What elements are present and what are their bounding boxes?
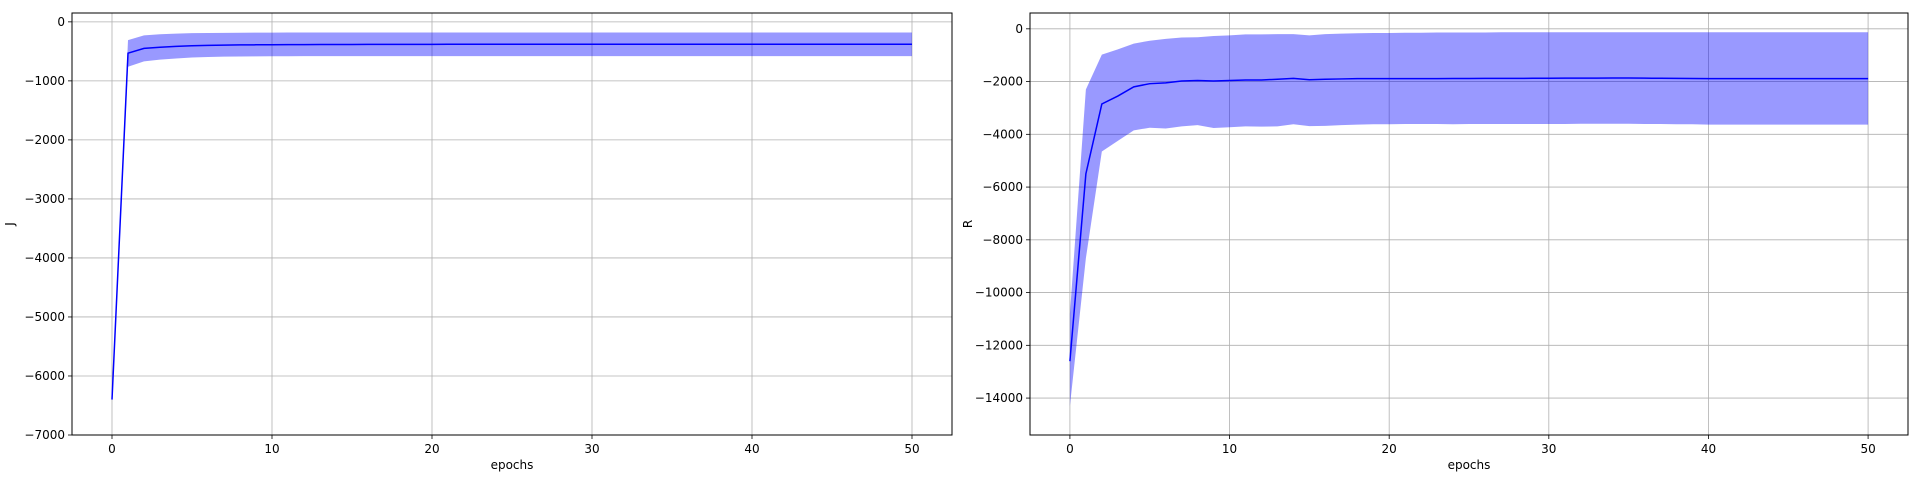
y-axis-label: R: [961, 220, 975, 228]
x-tick-label: 10: [1222, 442, 1237, 456]
series-line-mean: [1069, 77, 1869, 362]
plot-r-vs-epochs: 0 10 20 30 40 50 0 −2000 −4000 −6000 −8000 −10000 −1…: [961, 12, 1909, 472]
y-tick-label: −6000: [982, 180, 1023, 194]
std-band: [112, 32, 912, 400]
y-tick-label: 0: [1015, 22, 1023, 36]
y-tick-label: −10000: [975, 286, 1023, 300]
plot-j-vs-epochs: 0 10 20 30 40 50 0 −1000 −2000 −3000 −4000 −5000 −60…: [3, 12, 953, 472]
x-tick-label: 20: [424, 442, 439, 456]
axes-frame: [1029, 12, 1909, 436]
y-tick-label: −2000: [24, 133, 65, 147]
x-tick-label: 30: [584, 442, 599, 456]
y-tick-label: −4000: [24, 251, 65, 265]
x-tick-label: 50: [904, 442, 919, 456]
y-tick-label: −6000: [24, 369, 65, 383]
y-tick-label: −14000: [975, 391, 1023, 405]
y-tick-label: −12000: [975, 338, 1023, 352]
series-line-mean: [111, 43, 912, 400]
y-tick-label: −1000: [24, 74, 65, 88]
y-tick-label: −5000: [24, 310, 65, 324]
x-axis-label: epochs: [1448, 458, 1491, 472]
x-tick-label: 40: [744, 442, 759, 456]
x-tick-label: 30: [1541, 442, 1556, 456]
x-axis-label: epochs: [491, 458, 534, 472]
axes-frame: [71, 12, 953, 436]
y-tick-label: −3000: [24, 192, 65, 206]
x-tick-label: 20: [1382, 442, 1397, 456]
x-tick-label: 40: [1701, 442, 1716, 456]
y-tick-label: −8000: [982, 233, 1023, 247]
y-axis-label: J: [3, 222, 17, 227]
x-tick-label: 0: [108, 442, 116, 456]
y-tick-label: 0: [57, 15, 65, 29]
y-tick-label: −2000: [982, 75, 1023, 89]
x-tick-label: 50: [1860, 442, 1875, 456]
std-band: [1069, 32, 1869, 406]
y-tick-label: −4000: [982, 127, 1023, 141]
x-tick-label: 0: [1066, 442, 1074, 456]
y-tick-label: −7000: [24, 428, 65, 442]
x-tick-label: 10: [264, 442, 279, 456]
